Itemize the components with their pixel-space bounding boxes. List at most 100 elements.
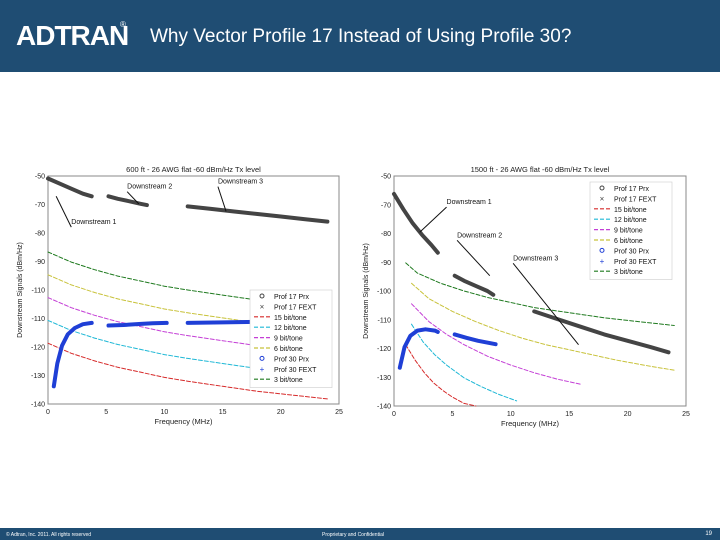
chart-title: 1500 ft - 26 AWG flat -60 dBm/Hz Tx leve… xyxy=(471,165,610,174)
x-tick-label: 20 xyxy=(624,411,632,418)
legend-marker-prof17fext: × xyxy=(600,194,605,203)
legend-label: 6 bit/tone xyxy=(274,346,303,353)
y-tick-label: -110 xyxy=(32,316,46,323)
series-line-prof17rx xyxy=(185,204,330,224)
legend-marker-prof30fext: + xyxy=(260,365,265,374)
legend-label: Prof 30 Prx xyxy=(274,356,310,363)
annotation-label: Downstream 2 xyxy=(127,184,172,191)
annotation-arrow xyxy=(55,196,72,228)
y-tick-label: -70 xyxy=(35,202,45,209)
legend-box xyxy=(589,181,673,280)
y-axis-label: Downstream Signals (dBm/Hz) xyxy=(17,242,24,338)
annotation-label: Downstream 3 xyxy=(513,255,558,262)
x-tick-label: 0 xyxy=(392,411,396,418)
footer-copyright: © Adtran, Inc. 2011. All rights reserved xyxy=(6,532,92,538)
x-tick-label: 20 xyxy=(277,409,285,416)
legend-marker-prof17fext: × xyxy=(260,302,265,311)
chart-1500ft: 1500 ft - 26 AWG flat -60 dBm/Hz Tx leve… xyxy=(363,165,690,428)
y-axis-label: Downstream Signals (dBm/Hz) xyxy=(363,243,370,339)
x-tick-label: 25 xyxy=(335,409,343,416)
annotation-arrow xyxy=(512,263,579,345)
legend-label: Prof 17 FEXT xyxy=(614,196,657,203)
series-line-b3 xyxy=(47,251,328,309)
x-tick-label: 5 xyxy=(450,411,454,418)
legend-label: 9 bit/tone xyxy=(614,228,643,235)
y-tick-label: -110 xyxy=(32,288,46,295)
chart-title: 600 ft - 26 AWG flat -60 dBm/Hz Tx level xyxy=(126,165,261,174)
y-tick-label: -80 xyxy=(35,231,45,238)
x-axis-label: Frequency (MHz) xyxy=(155,417,213,426)
series-line-b9 xyxy=(47,297,328,354)
adtran-logo: ADTRAN ® xyxy=(16,20,129,52)
x-tick-label: 15 xyxy=(219,409,227,416)
legend-label: Prof 17 Prx xyxy=(274,294,310,301)
y-tick-label: -120 xyxy=(377,346,391,353)
legend-label: Prof 30 FEXT xyxy=(614,259,657,266)
legend-label: Prof 17 FEXT xyxy=(274,304,317,311)
x-tick-label: 25 xyxy=(682,411,690,418)
legend-label: 12 bit/tone xyxy=(614,217,647,224)
annotation-label: Downstream 1 xyxy=(71,219,116,226)
legend: Prof 17 Prx × Prof 17 FEXT 15 bit/tone 12 bi… xyxy=(589,181,673,280)
series-line-b12 xyxy=(411,323,518,402)
series-line-b6 xyxy=(47,274,328,331)
series-line-prof30rx xyxy=(106,320,169,328)
series-line-prof17rx xyxy=(106,194,149,208)
legend-label: Prof 30 Prx xyxy=(614,248,650,255)
slide-title: Why Vector Profile 17 Instead of Using P… xyxy=(150,26,572,47)
logo-registered-mark: ® xyxy=(120,20,126,29)
annotation-arrow xyxy=(126,191,140,205)
y-tick-label: -120 xyxy=(31,345,45,352)
legend-marker-prof17rx xyxy=(599,185,605,191)
x-tick-label: 10 xyxy=(161,409,169,416)
legend-marker-prof30rx xyxy=(259,355,265,361)
legend-box xyxy=(249,289,333,388)
series-line-prof30rx xyxy=(397,327,440,370)
y-tick-label: -130 xyxy=(31,373,45,380)
slide-footer: © Adtran, Inc. 2011. All rights reserved… xyxy=(0,528,720,540)
series-line-prof17rx xyxy=(452,273,496,297)
annotation-arrow xyxy=(419,206,447,233)
series-line-b12 xyxy=(47,319,328,377)
y-tick-label: -70 xyxy=(381,202,391,209)
series-line-prof30rx xyxy=(452,332,498,347)
series-line-b3 xyxy=(405,262,675,326)
series-line-prof17rx xyxy=(46,176,94,199)
y-tick-label: -90 xyxy=(381,260,391,267)
footer-confidential: Proprietary and Confidential xyxy=(322,532,384,538)
x-axis-label: Frequency (MHz) xyxy=(501,419,559,428)
legend-label: 6 bit/tone xyxy=(614,238,643,245)
legend-label: 9 bit/tone xyxy=(274,336,303,343)
y-tick-label: -50 xyxy=(381,174,391,181)
legend-label: 15 bit/tone xyxy=(274,315,307,322)
slide-header: ADTRAN ® Why Vector Profile 17 Instead o… xyxy=(0,0,720,72)
annotation-label: Downstream 3 xyxy=(218,179,263,186)
annotation-label: Downstream 2 xyxy=(457,232,502,239)
legend-label: Prof 30 FEXT xyxy=(274,367,317,374)
y-tick-label: -50 xyxy=(35,174,45,181)
y-tick-label: -140 xyxy=(377,404,391,411)
legend-marker-prof30fext: + xyxy=(600,257,605,266)
y-tick-label: -100 xyxy=(377,289,391,296)
series-line-b9 xyxy=(411,303,582,385)
legend-marker-prof30rx xyxy=(599,247,605,253)
y-tick-label: -130 xyxy=(377,375,391,382)
logo-text: ADTRAN xyxy=(16,20,129,51)
y-tick-label: -80 xyxy=(381,231,391,238)
legend-label: 15 bit/tone xyxy=(614,207,647,214)
legend: Prof 17 Prx × Prof 17 FEXT 15 bit/tone 12 bi… xyxy=(249,289,333,388)
annotation-arrow xyxy=(217,186,227,212)
legend-label: 3 bit/tone xyxy=(614,269,643,276)
chart-600ft: 600 ft - 26 AWG flat -60 dBm/Hz Tx level… xyxy=(17,165,343,426)
x-tick-label: 15 xyxy=(565,411,573,418)
y-tick-label: -110 xyxy=(378,317,392,324)
series-line-prof17rx xyxy=(392,191,440,255)
x-tick-label: 0 xyxy=(46,409,50,416)
y-tick-label: -90 xyxy=(35,259,45,266)
annotation-arrow xyxy=(456,239,491,277)
x-tick-label: 10 xyxy=(507,411,515,418)
legend-label: 3 bit/tone xyxy=(274,377,303,384)
series-line-prof30rx xyxy=(51,320,94,389)
legend-label: Prof 17 Prx xyxy=(614,186,650,193)
legend-marker-prof17rx xyxy=(259,293,265,299)
